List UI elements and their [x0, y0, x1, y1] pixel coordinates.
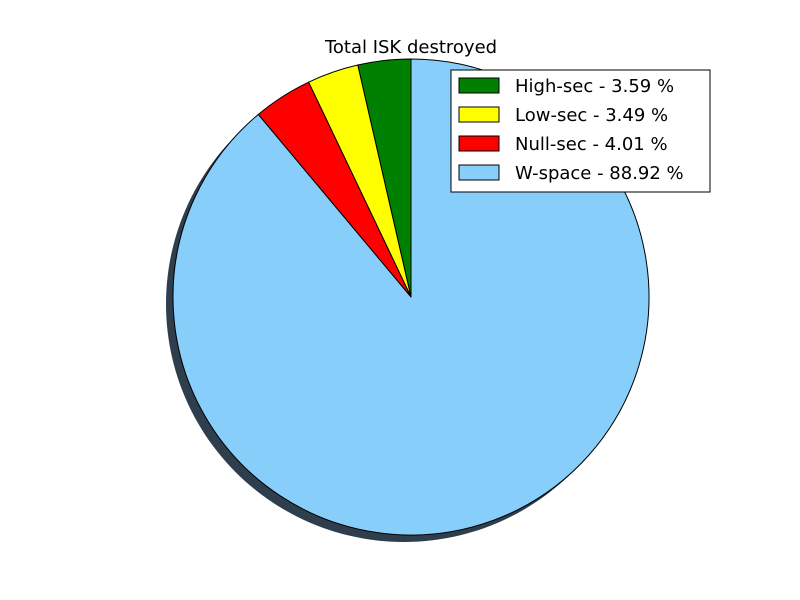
legend-swatch-high-sec [458, 77, 500, 94]
legend-label-w-space: W-space - 88.92 % [515, 163, 684, 184]
legend-label-low-sec: Low-sec - 3.49 % [515, 105, 668, 126]
legend-label-high-sec: High-sec - 3.59 % [515, 76, 674, 97]
chart-title: Total ISK destroyed [324, 37, 497, 58]
legend-swatch-w-space [458, 164, 500, 181]
legend: High-sec - 3.59 % Low-sec - 3.49 % Null-se… [450, 69, 711, 193]
legend-swatch-null-sec [458, 135, 500, 152]
legend-label-null-sec: Null-sec - 4.01 % [515, 134, 668, 155]
legend-swatch-low-sec [458, 106, 500, 123]
